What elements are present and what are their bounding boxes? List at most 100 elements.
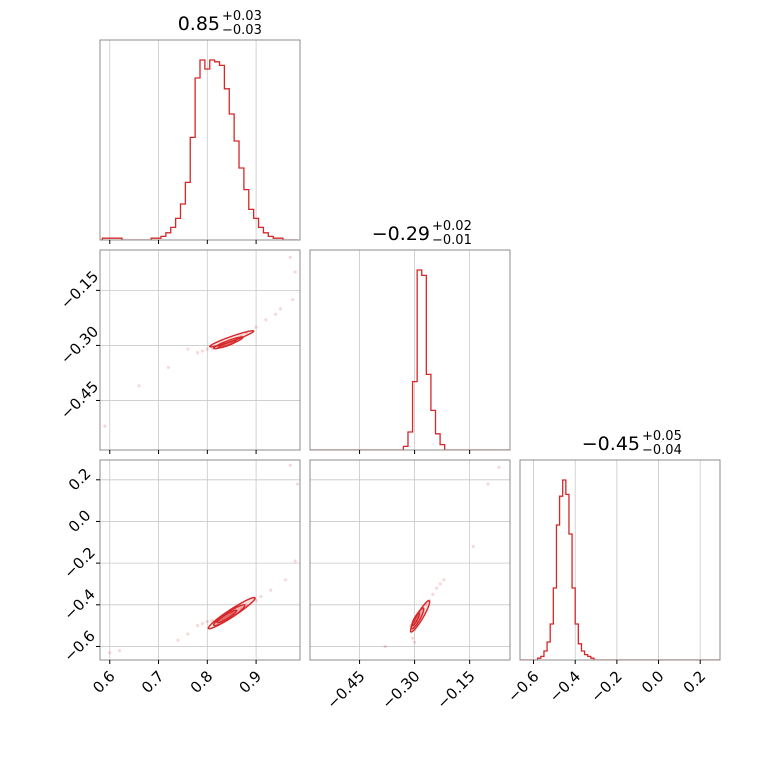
p1-hist-plot-area	[310, 250, 510, 450]
p2-hist-title: −0.45 +0.05−0.04	[582, 429, 682, 458]
title-plus: +0.03	[222, 9, 262, 24]
p0-vs-p2-point-8	[176, 638, 180, 642]
title-plus: +0.02	[432, 219, 472, 234]
p0-vs-p2-point-14	[210, 618, 214, 623]
title-minus: −0.04	[642, 443, 682, 458]
p0-vs-p1-point-19	[288, 255, 292, 259]
p1-hist-histogram-line	[310, 269, 510, 450]
p0-vs-p1-point-13	[195, 351, 200, 355]
title-median: −0.29	[372, 223, 430, 245]
p0-vs-p2-plot-area	[100, 460, 300, 660]
p1-vs-p2-point-11	[431, 592, 435, 596]
p0-hist: 0.85 +0.03−0.03	[99, 9, 301, 244]
p0-vs-p2-contour-2	[207, 596, 256, 630]
p0-vs-p2-point-18	[288, 463, 292, 467]
p1-hist-title: −0.29 +0.02−0.01	[372, 219, 472, 248]
p1-vs-p2-point-17	[383, 644, 387, 649]
p0-vs-p2-ytick-label-1: −0.4	[60, 585, 98, 623]
p1-vs-p2-point-18	[412, 640, 417, 644]
p0-vs-p2-point-16	[108, 651, 112, 655]
p0-vs-p1-point-16	[137, 384, 141, 388]
p0-vs-p1-point-15	[166, 365, 170, 370]
p2-hist-xtick-label-1: −0.4	[546, 667, 584, 705]
p2-hist-xtick-label-3: 0.0	[638, 667, 668, 697]
p0-vs-p2-xtick-label-0: 0.6	[89, 667, 119, 697]
p1-vs-p2-plot-area	[310, 460, 510, 660]
p0-vs-p1-ytick-label-0: −0.45	[57, 377, 102, 422]
p0-vs-p2-xtick-label-3: 0.9	[236, 667, 266, 697]
p0-vs-p2: −0.6 −0.4−0.2 0.0 0.2 0.6 0.7 0.8 0.9	[60, 459, 301, 697]
p1-vs-p2-point-15	[486, 482, 490, 486]
p2-hist-xtick-label-2: −0.2	[587, 667, 625, 705]
p0-vs-p2-contour-0	[216, 609, 238, 624]
p1-vs-p2-point-14	[471, 544, 475, 549]
p1-vs-p2-xtick-label-1: −0.30	[378, 667, 423, 712]
p0-vs-p2-point-6	[283, 578, 287, 582]
p0-vs-p1-point-3	[254, 325, 258, 329]
p0-vs-p1-density-2	[218, 340, 237, 348]
p0-vs-p2-point-1	[205, 619, 209, 624]
p0-vs-p1-point-9	[264, 318, 268, 322]
p2-hist-plot-area	[520, 460, 720, 660]
p0-vs-p1-point-14	[186, 347, 190, 351]
p1-vs-p2-xtick-label-2: −0.15	[433, 667, 478, 712]
p2-hist: −0.6 −0.4 −0.2 0.0 0.2 −0.45 +0.05−0.04	[504, 429, 721, 706]
p0-vs-p2-point-5	[269, 588, 273, 592]
p0-vs-p1-point-12	[278, 307, 283, 311]
title-median: −0.45	[582, 433, 640, 455]
p0-vs-p2-ytick-label-0: −0.6	[60, 627, 98, 665]
p0-vs-p2-point-4	[254, 599, 258, 603]
p2-hist-xtick-label-4: 0.2	[680, 667, 710, 697]
p2-hist-histogram-line	[520, 479, 720, 660]
p0-vs-p2-point-7	[186, 632, 190, 636]
p1-vs-p2-point-19	[438, 582, 442, 586]
p0-hist-frame	[99, 39, 301, 241]
p0-hist-title: 0.85 +0.03−0.03	[178, 9, 262, 38]
p0-hist-plot-area	[100, 40, 298, 240]
p0-vs-p2-point-12	[200, 621, 205, 626]
p1-vs-p2: −0.45 −0.30 −0.15	[309, 459, 511, 713]
p0-vs-p1-contour-1	[212, 336, 244, 350]
p0-vs-p2-ytick-label-2: −0.2	[60, 544, 98, 582]
p1-hist-frame	[309, 249, 511, 451]
title-plus: +0.05	[642, 429, 682, 444]
p0-vs-p2-point-15	[117, 649, 122, 653]
title-minus: −0.01	[432, 233, 472, 248]
p0-vs-p1-point-17	[103, 424, 107, 428]
p0-vs-p1-plot-area	[100, 250, 300, 450]
p0-vs-p2-frame	[99, 459, 301, 661]
p1-vs-p2-point-5	[442, 578, 446, 582]
p0-vs-p2-ytick-label-3: 0.0	[65, 506, 95, 536]
p0-vs-p2-ytick-label-4: 0.2	[65, 465, 95, 495]
p0-vs-p2-point-17	[293, 559, 297, 563]
p0-vs-p1-point-0	[205, 347, 209, 351]
p0-vs-p2-xtick-label-2: 0.8	[187, 667, 217, 697]
p0-vs-p1-ytick-label-1: −0.30	[57, 322, 102, 367]
title-minus: −0.03	[222, 23, 262, 38]
p1-vs-p2-point-4	[435, 586, 439, 590]
p0-vs-p1-frame	[99, 249, 301, 451]
p2-hist-frame	[519, 459, 721, 661]
title-median: 0.85	[178, 13, 220, 35]
p2-hist-xtick-label-0: −0.6	[504, 667, 542, 705]
p0-vs-p1-point-20	[291, 297, 295, 302]
p0-vs-p2-point-0	[195, 624, 200, 628]
p0-vs-p1-point-5	[200, 349, 205, 353]
p0-vs-p1-point-4	[274, 312, 278, 316]
p1-hist: −0.29 +0.02−0.01	[309, 219, 511, 454]
p0-vs-p2-xtick-label-1: 0.7	[138, 667, 168, 697]
p1-vs-p2-point-16	[497, 465, 501, 469]
p0-vs-p2-point-19	[295, 482, 300, 486]
p1-vs-p2-contour-2	[409, 599, 431, 633]
p1-vs-p2-point-7	[411, 636, 415, 640]
p0-vs-p1: −0.45 −0.30 −0.15	[57, 249, 301, 454]
p1-vs-p2-xtick-label-0: −0.45	[323, 667, 368, 712]
p0-vs-p1-contour-2	[208, 330, 255, 348]
p0-vs-p1-point-18	[293, 270, 297, 274]
p0-vs-p2-density-2	[217, 610, 237, 623]
p0-vs-p2-point-13	[259, 594, 263, 599]
p0-hist-histogram-line	[100, 59, 298, 240]
p0-vs-p1-ytick-label-2: −0.15	[57, 267, 102, 312]
p1-vs-p2-frame	[309, 459, 511, 661]
